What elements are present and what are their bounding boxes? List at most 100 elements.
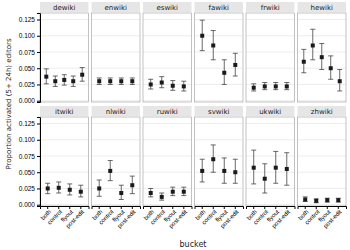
point xyxy=(329,66,333,70)
error-cap-top xyxy=(233,53,238,54)
point xyxy=(57,186,61,190)
error-cap-top xyxy=(119,77,124,78)
marks xyxy=(97,161,135,200)
panel-frame xyxy=(298,13,347,102)
grid-line xyxy=(40,68,89,69)
panel-title: dewiki xyxy=(53,4,75,12)
error-cap-bottom xyxy=(108,84,113,85)
panel: eswiki xyxy=(143,2,192,102)
panel-title-bg xyxy=(40,2,89,12)
y-tick-mark xyxy=(37,188,40,189)
y-tick-label: 0.125 xyxy=(19,16,36,23)
point xyxy=(160,195,164,199)
point xyxy=(46,186,50,190)
point xyxy=(80,73,84,77)
grid-line xyxy=(298,172,347,173)
panel: svwikibothcontrolflyoutpost-edit xyxy=(194,106,243,229)
error-cap-bottom xyxy=(71,86,76,87)
y-tick-mark xyxy=(37,172,40,173)
error-cap-bottom xyxy=(233,183,238,184)
point xyxy=(44,75,48,79)
marks xyxy=(301,29,342,91)
grid-line xyxy=(246,35,295,36)
panel-title: ruwiki xyxy=(157,108,178,116)
error-cap-bottom xyxy=(284,185,289,186)
point xyxy=(182,190,186,194)
point xyxy=(325,198,329,202)
error-cap-bottom xyxy=(251,90,256,91)
grid-line xyxy=(246,51,295,52)
error-cap-top xyxy=(130,77,135,78)
point xyxy=(233,63,237,67)
error-cap-bottom xyxy=(78,196,83,197)
error-cap-bottom xyxy=(273,183,278,184)
error-cap-bottom xyxy=(159,200,164,201)
error-cap-top xyxy=(119,185,124,186)
grid-line xyxy=(143,19,192,20)
x-tick-label: post-edit xyxy=(116,208,137,229)
panel: enwiki xyxy=(92,2,141,102)
grid-line xyxy=(92,172,141,173)
grid-line xyxy=(195,84,244,85)
marks xyxy=(45,182,83,197)
point xyxy=(119,79,123,83)
grid-line xyxy=(246,188,295,189)
marks xyxy=(251,150,289,193)
point xyxy=(274,166,278,170)
error-cap-top xyxy=(80,67,85,68)
error-cap-bottom xyxy=(222,183,227,184)
y-tick-mark xyxy=(37,101,40,102)
chart: dewiki0.0000.0250.0500.0750.1000.125enwi… xyxy=(0,0,350,250)
grid-line xyxy=(195,155,244,156)
panel: frwiki xyxy=(246,2,295,102)
x-tick: control xyxy=(46,206,63,226)
x-tick-label: post-edit xyxy=(168,208,189,229)
error-cap-bottom xyxy=(222,84,227,85)
panel-title-bg xyxy=(143,2,192,12)
panel: hewiki xyxy=(298,2,347,102)
error-cap-top xyxy=(222,157,227,158)
x-axis: bothcontrolflyoutpost-edit xyxy=(194,206,243,229)
marks xyxy=(303,197,341,203)
x-tick: post-edit xyxy=(65,206,86,229)
grid-line xyxy=(40,51,89,52)
error-cap-top xyxy=(97,180,102,181)
y-tick-mark xyxy=(37,205,40,206)
grid-line xyxy=(92,204,141,205)
grid-line xyxy=(195,68,244,69)
error-cap-bottom xyxy=(159,87,164,88)
error-cap-bottom xyxy=(119,199,124,200)
error-cap-top xyxy=(319,43,324,44)
point xyxy=(200,34,204,38)
grid-line xyxy=(246,204,295,205)
panel-frame xyxy=(143,117,192,206)
grid-line xyxy=(246,123,295,124)
error-cap-bottom xyxy=(45,193,50,194)
grid-line xyxy=(143,188,192,189)
error-cap-bottom xyxy=(170,90,175,91)
error-cap-top xyxy=(284,152,289,153)
grid-line xyxy=(92,139,141,140)
error-cap-bottom xyxy=(119,84,124,85)
y-tick-mark xyxy=(37,156,40,157)
error-cap-top xyxy=(53,76,58,77)
y-tick-mark xyxy=(37,36,40,37)
x-axis: bothcontrolflyoutpost-edit xyxy=(143,206,192,229)
panel-title: hewiki xyxy=(311,4,333,12)
error-cap-bottom xyxy=(148,196,153,197)
grid-line xyxy=(92,68,141,69)
error-cap-bottom xyxy=(262,193,267,194)
grid-line xyxy=(92,100,141,101)
error-cap-top xyxy=(108,77,113,78)
error-cap-bottom xyxy=(273,89,278,90)
grid-line xyxy=(40,139,89,140)
x-axis: bothcontrolflyoutpost-edit xyxy=(40,206,89,229)
panel-title-bg xyxy=(195,106,244,116)
point xyxy=(336,198,340,202)
panel-frame xyxy=(92,117,141,206)
y-tick: 0.075 xyxy=(19,49,40,56)
grid-line xyxy=(143,100,192,101)
grid-line xyxy=(92,51,141,52)
grid-line xyxy=(195,19,244,20)
grid-line xyxy=(40,35,89,36)
